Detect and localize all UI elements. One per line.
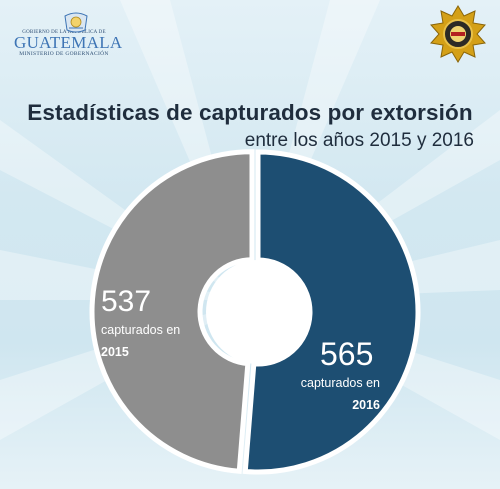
logo-small-text: GOBIERNO DE LA REPÚBLICA DE <box>22 30 106 35</box>
guatemala-government-logo: GOBIERNO DE LA REPÚBLICA DE GUATEMALA MI… <box>14 6 123 66</box>
coat-of-arms-icon <box>64 12 88 33</box>
label-2016: 565 capturados en 2016 <box>298 338 380 412</box>
logo-brand-text: GUATEMALA <box>14 33 123 52</box>
logo-subtitle-text: MINISTERIO DE GOBERNACIÓN <box>19 51 109 57</box>
slice-2015 <box>89 149 255 474</box>
value-2015: 537 <box>101 285 152 318</box>
year-2015: 2015 <box>101 345 129 359</box>
caption-2016: capturados en <box>300 376 380 390</box>
caption-2015: capturados en <box>101 323 181 337</box>
donut-hole <box>206 260 310 364</box>
chart-title: Estadísticas de capturados por extorsión <box>27 100 473 125</box>
police-badge-icon <box>430 5 486 63</box>
year-2016: 2016 <box>352 398 380 412</box>
label-2015: 537 capturados en 2015 <box>101 285 181 360</box>
value-2016: 565 <box>320 336 374 372</box>
chart-subtitle: entre los años 2015 y 2016 <box>244 130 474 151</box>
